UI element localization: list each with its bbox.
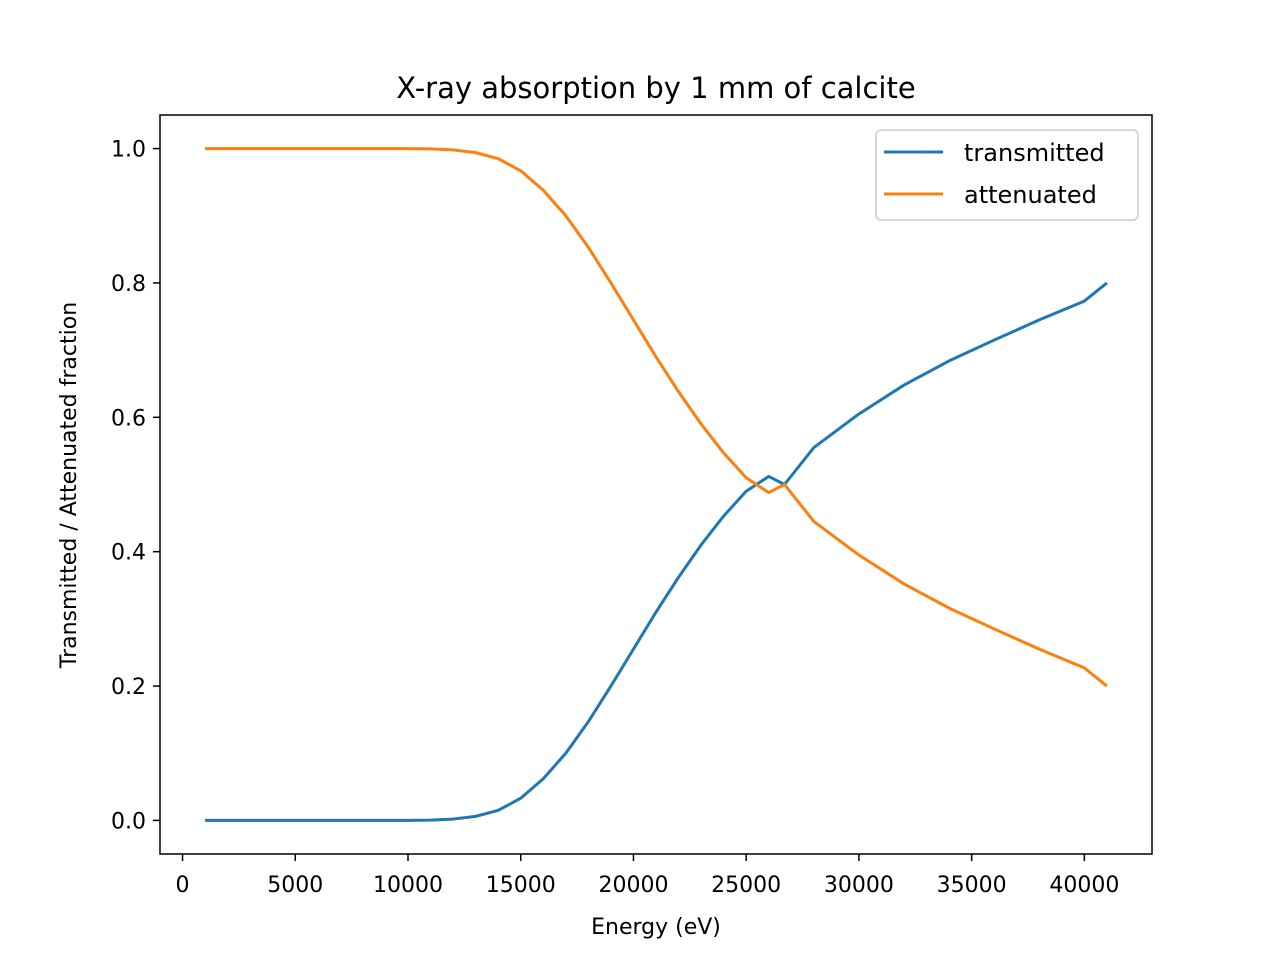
y-tick-label: 1.0 (111, 138, 146, 163)
x-tick-label: 0 (176, 873, 190, 898)
y-tick-label: 0.4 (111, 541, 146, 566)
legend: transmitted attenuated (875, 129, 1139, 221)
plot-area (205, 147, 1108, 822)
axis-ticks: 0 5000 10000 15000 20000 25000 30000 35000 40000… (111, 138, 1119, 898)
series-line-transmitted (205, 281, 1108, 822)
legend-label-attenuated: attenuated (964, 181, 1097, 209)
y-axis-label: Transmitted / Attenuated fraction (57, 302, 82, 669)
y-tick-label: 0.8 (111, 272, 146, 297)
x-tick-label: 10000 (373, 873, 443, 898)
x-axis-label: Energy (eV) (591, 915, 721, 940)
y-tick-label: 0.0 (111, 809, 146, 834)
chart-title: X-ray absorption by 1 mm of calcite (396, 71, 915, 105)
y-tick-label: 0.2 (111, 675, 146, 700)
x-tick-label: 30000 (824, 873, 894, 898)
x-tick-label: 20000 (598, 873, 668, 898)
series-line-attenuated (205, 147, 1108, 688)
legend-label-transmitted: transmitted (964, 139, 1105, 167)
x-tick-label: 35000 (937, 873, 1007, 898)
x-tick-label: 5000 (267, 873, 323, 898)
x-tick-label: 15000 (486, 873, 556, 898)
y-tick-label: 0.6 (111, 406, 146, 431)
axes-frame (159, 114, 1153, 855)
x-tick-label: 40000 (1049, 873, 1119, 898)
x-tick-label: 25000 (711, 873, 781, 898)
